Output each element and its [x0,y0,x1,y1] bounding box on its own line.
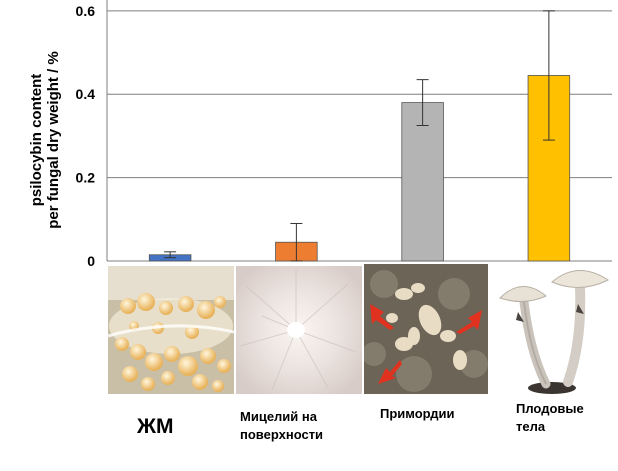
fruit-bodies-photo [494,262,612,396]
bar-2 [401,102,444,262]
bar-chart: 0 0.2 0.4 0.6 [76,0,612,269]
category-caption-liquid-culture: ЖМ [137,415,174,438]
y-tick-label: 0.4 [76,86,96,102]
bar-3 [527,75,571,262]
y-tick-label: 0 [87,253,95,269]
y-tick-label: 0.6 [76,3,96,19]
category-caption-surface-mycelium: Мицелий на поверхности [240,408,323,444]
liquid-culture-photo [108,266,234,394]
category-caption-primordia: Примордии [380,406,455,421]
category-caption-fruit-bodies: Плодовые тела [516,400,584,436]
caption-line: тела [516,419,546,434]
caption-line: поверхности [240,427,324,442]
y-tick-label: 0.2 [76,170,96,186]
caption-line: Мицелий на [240,409,317,424]
primordia-photo [364,264,488,394]
caption-line: Плодовые [516,401,584,416]
y-axis-label-line1: psilocybin content [28,73,45,207]
y-axis-label-line2: per fungal dry weight / % [45,51,62,229]
surface-mycelium-photo [236,266,362,394]
y-axis-label: psilocybin content per fungal dry weight… [6,51,62,229]
